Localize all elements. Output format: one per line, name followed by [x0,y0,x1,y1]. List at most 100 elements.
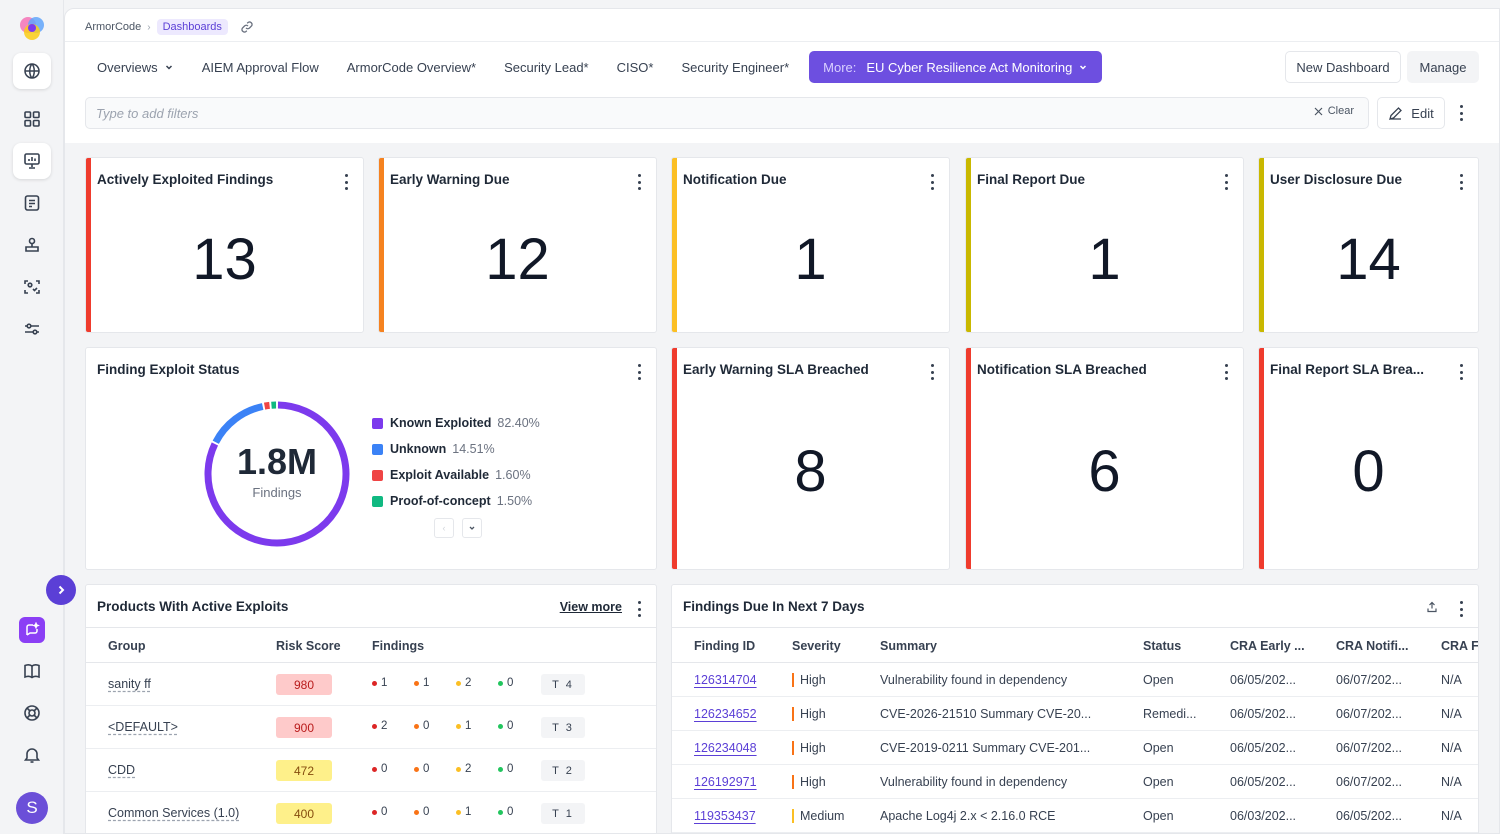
donut-slice-exploit-available[interactable] [263,401,270,410]
card-notification-sla-breached[interactable]: Notification SLA Breached 6 [965,347,1244,570]
tab-security-engineer[interactable]: Security Engineer* [667,51,803,83]
col-risk-score[interactable]: Risk Score [276,639,341,653]
tab-security-lead[interactable]: Security Lead* [490,51,603,83]
severity-count[interactable]: 0 [414,806,429,818]
col-cra-notification[interactable]: CRA Notifi... [1336,639,1409,653]
group-link[interactable]: sanity ff [108,677,151,691]
legend-item[interactable]: Unknown 14.51% [372,436,540,462]
table-row[interactable]: 119353437 Medium Apache Log4j 2.x < 2.16.0… [672,799,1478,833]
legend-next-button[interactable] [462,518,482,538]
finding-id-link[interactable]: 126192971 [694,775,757,789]
severity-count[interactable]: 1 [456,720,471,732]
sidebar-item-presentation[interactable] [13,143,51,179]
legend-item[interactable]: Known Exploited 82.40% [372,410,540,436]
severity-count[interactable]: 0 [414,720,429,732]
col-cra-final[interactable]: CRA F [1441,639,1479,653]
group-link[interactable]: Common Services (1.0) [108,806,240,820]
finding-id-link[interactable]: 119353437 [694,809,756,823]
sidebar-item-docs[interactable] [13,653,51,689]
dashboard-options-button[interactable] [1451,97,1471,129]
sidebar-item-scan[interactable] [13,269,51,305]
user-avatar[interactable]: S [16,792,48,824]
severity-count[interactable]: 1 [372,677,387,689]
ai-assistant-button[interactable] [19,617,45,643]
manage-button[interactable]: Manage [1407,51,1479,83]
tab-more-active[interactable]: More: EU Cyber Resilience Act Monitoring [809,51,1103,83]
severity-count[interactable]: 0 [498,806,513,818]
card-menu-button[interactable] [634,364,644,380]
group-link[interactable]: CDD [108,763,136,777]
finding-id-link[interactable]: 126234048 [694,741,757,755]
severity-count[interactable]: 2 [372,720,387,732]
table-row[interactable]: CDD 472 0 0 2 0 T 2 [86,749,656,792]
table-row[interactable]: Common Services (1.0) 400 0 0 1 0 T 1 [86,792,656,833]
finding-id-link[interactable]: 126234652 [694,707,757,721]
card-menu-button[interactable] [927,364,937,380]
card-early-warning-due[interactable]: Early Warning Due 12 [378,157,657,333]
table-row[interactable]: sanity ff 980 1 1 2 0 T 4 [86,663,656,706]
severity-count[interactable]: 2 [456,763,471,775]
link-icon[interactable] [240,20,254,34]
col-findings[interactable]: Findings [372,639,425,653]
table-row[interactable]: 126192971 High Vulnerability found in depe… [672,765,1478,799]
card-menu-button[interactable] [927,174,937,190]
table-row[interactable]: 126234048 High CVE-2019-0211 Summary CVE-2… [672,731,1478,765]
donut-slice-known-exploited[interactable] [204,401,350,547]
clear-filters-button[interactable]: Clear [1314,105,1354,117]
table-row[interactable]: 126234652 High CVE-2026-21510 Summary CVE-… [672,697,1478,731]
donut-slice-unknown[interactable] [212,403,264,444]
table-row[interactable]: <DEFAULT> 900 2 0 1 0 T 3 [86,706,656,749]
severity-count[interactable]: 1 [456,806,471,818]
card-menu-button[interactable] [634,174,644,190]
col-severity[interactable]: Severity [792,639,841,653]
col-cra-early[interactable]: CRA Early ... [1230,639,1305,653]
severity-count[interactable]: 0 [414,763,429,775]
finding-id-link[interactable]: 126314704 [694,673,757,687]
table-row[interactable]: 126314704 High Vulnerability found in depe… [672,663,1478,697]
export-icon[interactable] [1426,601,1438,613]
card-final-report-due[interactable]: Final Report Due 1 [965,157,1244,333]
card-menu-button[interactable] [634,601,644,617]
breadcrumb-current[interactable]: Dashboards [156,19,228,35]
sidebar-item-reports[interactable] [13,185,51,221]
card-early-warning-sla-breached[interactable]: Early Warning SLA Breached 8 [671,347,950,570]
severity-count[interactable]: 0 [498,763,513,775]
card-user-disclosure-due[interactable]: User Disclosure Due 14 [1258,157,1479,333]
severity-count[interactable]: 0 [372,763,387,775]
group-link[interactable]: <DEFAULT> [108,720,178,734]
edit-button[interactable]: Edit [1377,97,1445,129]
sidebar-expand-button[interactable] [46,575,76,605]
tab-aiem-approval-flow[interactable]: AIEM Approval Flow [188,51,333,83]
severity-count[interactable]: 0 [372,806,387,818]
legend-item[interactable]: Exploit Available 1.60% [372,462,540,488]
card-menu-button[interactable] [1456,601,1466,617]
view-more-link[interactable]: View more [559,600,622,614]
legend-prev-button[interactable]: ‹ [434,518,454,538]
severity-count[interactable]: 0 [498,720,513,732]
card-menu-button[interactable] [1221,364,1231,380]
severity-count[interactable]: 1 [414,677,429,689]
col-group[interactable]: Group [108,639,146,653]
card-actively-exploited[interactable]: Actively Exploited Findings 13 [85,157,364,333]
new-dashboard-button[interactable]: New Dashboard [1285,51,1401,83]
breadcrumb-root[interactable]: ArmorCode [85,21,142,33]
sidebar-item-agent[interactable] [13,227,51,263]
card-notification-due[interactable]: Notification Due 1 [671,157,950,333]
severity-count[interactable]: 0 [498,677,513,689]
sidebar-item-globe[interactable] [13,53,51,89]
card-final-report-sla-breached[interactable]: Final Report SLA Brea... 0 [1258,347,1479,570]
severity-count[interactable]: 2 [456,677,471,689]
card-menu-button[interactable] [1221,174,1231,190]
card-menu-button[interactable] [341,174,351,190]
filter-input[interactable] [96,105,1246,121]
armorcode-logo-icon[interactable] [17,13,47,43]
col-finding-id[interactable]: Finding ID [694,639,756,653]
tab-armorcode-overview[interactable]: ArmorCode Overview* [333,51,490,83]
card-menu-button[interactable] [1456,174,1466,190]
col-status[interactable]: Status [1143,639,1182,653]
sidebar-item-dashboards[interactable] [13,101,51,137]
tab-ciso[interactable]: CISO* [603,51,668,83]
legend-item[interactable]: Proof-of-concept 1.50% [372,488,540,514]
sidebar-item-settings[interactable] [13,311,51,347]
sidebar-item-notifications[interactable] [13,737,51,773]
